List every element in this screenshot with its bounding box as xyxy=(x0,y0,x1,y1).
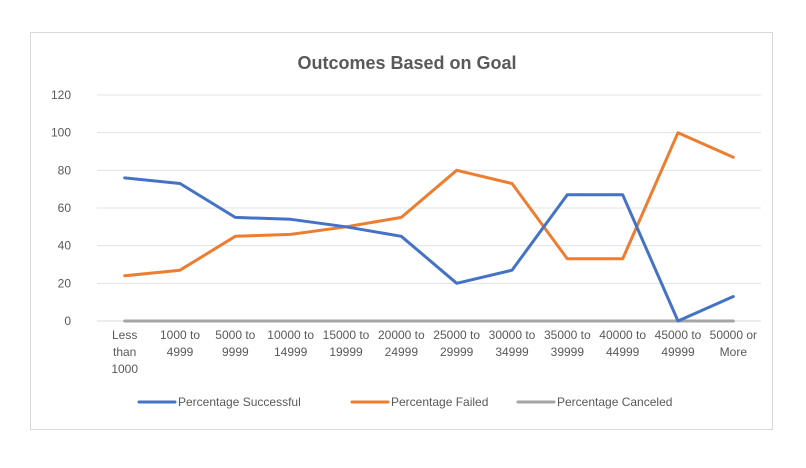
x-tick-label-line: 10000 to xyxy=(267,328,314,342)
y-tick-label: 20 xyxy=(58,276,72,290)
chart-frame: Outcomes Based on Goal 0 20 40 60 80 100 120 L… xyxy=(30,32,773,430)
x-tick-label: 45000 to 49999 xyxy=(655,328,702,359)
x-tick-label-line: 1000 xyxy=(111,362,138,376)
x-tick-label-line: 35000 to xyxy=(544,328,591,342)
x-tick-label-line: 40000 to xyxy=(599,328,646,342)
x-tick-label: 25000 to 29999 xyxy=(433,328,480,359)
x-tick-label: 20000 to 24999 xyxy=(378,328,425,359)
x-tick-label-line: Less xyxy=(112,328,137,342)
x-tick-label: 30000 to 34999 xyxy=(489,328,536,359)
y-tick-label: 80 xyxy=(58,163,72,177)
y-tick-label: 100 xyxy=(51,126,71,140)
x-tick-label: 50000 or More xyxy=(710,328,757,359)
x-tick-label-line: 19999 xyxy=(329,345,363,359)
x-tick-label-line: 9999 xyxy=(222,345,249,359)
x-tick-label-line: 15000 to xyxy=(323,328,370,342)
x-tick-label-line: More xyxy=(720,345,748,359)
x-tick-label-line: 1000 to xyxy=(160,328,200,342)
gridlines xyxy=(97,94,761,322)
x-tick-label-line: 29999 xyxy=(440,345,474,359)
x-tick-label: 10000 to 14999 xyxy=(267,328,314,359)
y-tick-label: 40 xyxy=(58,239,72,253)
x-tick-label: 5000 to 9999 xyxy=(215,328,255,359)
x-tick-label: 40000 to 44999 xyxy=(599,328,646,359)
x-tick-label-line: 14999 xyxy=(274,345,308,359)
legend: Percentage Successful Percentage Failed Pe… xyxy=(137,395,672,409)
x-axis-ticks: Less than 1000 1000 to 4999 5000 to 9999 10000 … xyxy=(111,328,757,376)
series-line-1 xyxy=(123,131,735,278)
x-tick-label-line: 50000 or xyxy=(710,328,757,342)
line-chart: Outcomes Based on Goal 0 20 40 60 80 100 120 L… xyxy=(51,53,761,409)
legend-label: Percentage Failed xyxy=(391,395,488,409)
x-tick-label: 15000 to 19999 xyxy=(323,328,370,359)
x-tick-label-line: 44999 xyxy=(606,345,640,359)
x-tick-label-line: 25000 to xyxy=(433,328,480,342)
x-tick-label: 1000 to 4999 xyxy=(160,328,200,359)
y-tick-label: 60 xyxy=(58,201,72,215)
y-tick-label: 0 xyxy=(64,314,71,328)
x-tick-label-line: 39999 xyxy=(551,345,585,359)
x-tick-label-line: 49999 xyxy=(661,345,695,359)
x-tick-label-line: 45000 to xyxy=(655,328,702,342)
y-tick-label: 120 xyxy=(51,88,71,102)
legend-label: Percentage Successful xyxy=(178,395,301,409)
x-tick-label-line: 4999 xyxy=(167,345,194,359)
series-lines xyxy=(123,131,735,323)
x-tick-label-line: 20000 to xyxy=(378,328,425,342)
series-line-0 xyxy=(123,176,735,323)
x-tick-label-line: than xyxy=(113,345,136,359)
y-axis-ticks: 0 20 40 60 80 100 120 xyxy=(51,88,71,328)
x-tick-label-line: 5000 to xyxy=(215,328,255,342)
x-tick-label-line: 24999 xyxy=(385,345,419,359)
legend-label: Percentage Canceled xyxy=(557,395,672,409)
x-tick-label: 35000 to 39999 xyxy=(544,328,591,359)
chart-title: Outcomes Based on Goal xyxy=(297,53,516,73)
x-tick-label: Less than 1000 xyxy=(111,328,138,376)
x-tick-label-line: 30000 to xyxy=(489,328,536,342)
x-tick-label-line: 34999 xyxy=(495,345,529,359)
